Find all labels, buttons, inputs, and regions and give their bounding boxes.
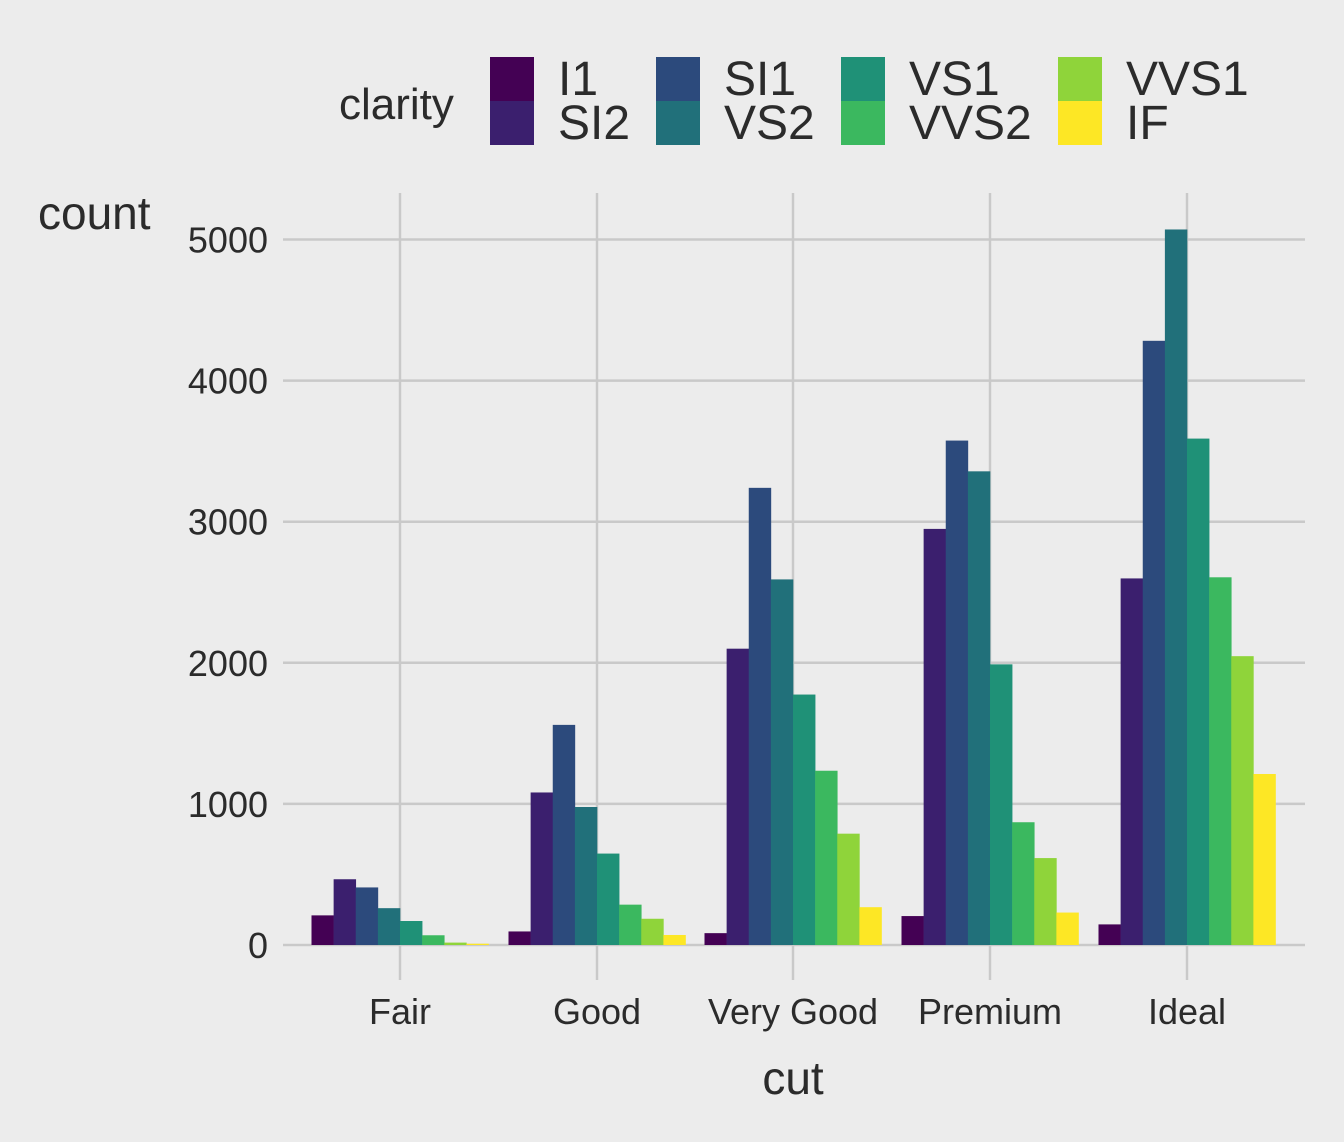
legend-label-si2: SI2: [558, 97, 630, 150]
bar-good-vvs2: [619, 904, 642, 945]
bar-good-vs1: [597, 853, 620, 945]
bar-ideal-vvs2: [1209, 577, 1232, 945]
legend-label-if: IF: [1126, 97, 1169, 150]
x-tick-label: Fair: [369, 991, 431, 1032]
legend-key-si2: [490, 101, 534, 145]
bar-ideal-vs1: [1187, 438, 1210, 945]
x-axis-title: cut: [762, 1052, 824, 1104]
bar-ideal-vvs1: [1231, 656, 1254, 945]
legend-label-si1: SI1: [724, 53, 796, 106]
legend-key-vvs1: [1058, 57, 1102, 101]
bar-good-si1: [552, 724, 576, 945]
bar-very-good-vvs1: [837, 833, 860, 945]
legend-title: clarity: [339, 80, 454, 129]
bar-premium-vvs1: [1034, 858, 1057, 945]
bar-premium-si1: [945, 440, 969, 945]
bar-good-vs2: [574, 807, 598, 945]
bar-fair-si1: [355, 887, 379, 945]
bar-good-si2: [530, 792, 554, 945]
bar-very-good-si1: [748, 487, 772, 945]
bar-good-if: [663, 934, 686, 945]
bar-good-i1: [508, 931, 531, 945]
bar-premium-vvs2: [1012, 822, 1035, 945]
bar-fair-vvs1: [444, 942, 467, 945]
bar-premium-si2: [923, 528, 947, 945]
bar-ideal-if: [1253, 773, 1276, 945]
legend-key-si1: [656, 57, 700, 101]
bar-ideal-vs2: [1164, 229, 1188, 946]
bars: [311, 229, 1276, 946]
bar-very-good-vvs2: [815, 770, 838, 945]
y-tick-label: 0: [248, 925, 268, 966]
legend-key-i1: [490, 57, 534, 101]
bar-very-good-si2: [726, 648, 750, 945]
bar-ideal-si1: [1142, 340, 1166, 945]
bar-premium-vs2: [967, 471, 991, 945]
x-tick-label: Good: [553, 991, 641, 1032]
y-tick-label: 5000: [188, 220, 268, 261]
legend-label-vvs1: VVS1: [1126, 53, 1249, 106]
bar-fair-vs2: [377, 908, 401, 945]
x-tick-label: Premium: [918, 991, 1062, 1032]
bar-very-good-i1: [704, 933, 727, 945]
bar-fair-vs1: [400, 921, 423, 945]
legend-label-vs2: VS2: [724, 97, 815, 150]
bar-good-vvs1: [641, 918, 664, 945]
x-tick-label: Ideal: [1148, 991, 1226, 1032]
bar-fair-vvs2: [422, 935, 445, 945]
bar-fair-i1: [311, 915, 334, 945]
y-axis-title: count: [38, 187, 151, 239]
bar-very-good-if: [859, 907, 882, 945]
bar-ideal-si2: [1120, 578, 1144, 945]
y-axis-tick-labels: 0 1000 2000 3000 4000 5000: [188, 220, 268, 967]
bar-very-good-vs2: [770, 579, 794, 945]
bar-premium-vs1: [990, 664, 1013, 945]
bar-ideal-i1: [1098, 924, 1121, 945]
legend-label-vvs2: VVS2: [909, 97, 1032, 150]
y-tick-label: 4000: [188, 361, 268, 402]
bar-fair-if: [466, 943, 489, 945]
legend-label-vs1: VS1: [909, 53, 1000, 106]
legend-key-vs1: [841, 57, 885, 101]
y-tick-label: 1000: [188, 784, 268, 825]
y-tick-label: 3000: [188, 502, 268, 543]
legend-key-if: [1058, 101, 1102, 145]
bar-premium-i1: [901, 916, 924, 945]
bar-premium-if: [1056, 912, 1079, 945]
x-axis-tick-labels: Fair Good Very Good Premium Ideal: [369, 991, 1226, 1032]
legend-label-i1: I1: [558, 53, 598, 106]
legend-key-vs2: [656, 101, 700, 145]
legend-key-vvs2: [841, 101, 885, 145]
y-tick-label: 2000: [188, 643, 268, 684]
bar-very-good-vs1: [793, 694, 816, 945]
bar-fair-si2: [333, 879, 357, 945]
x-tick-label: Very Good: [708, 991, 878, 1032]
